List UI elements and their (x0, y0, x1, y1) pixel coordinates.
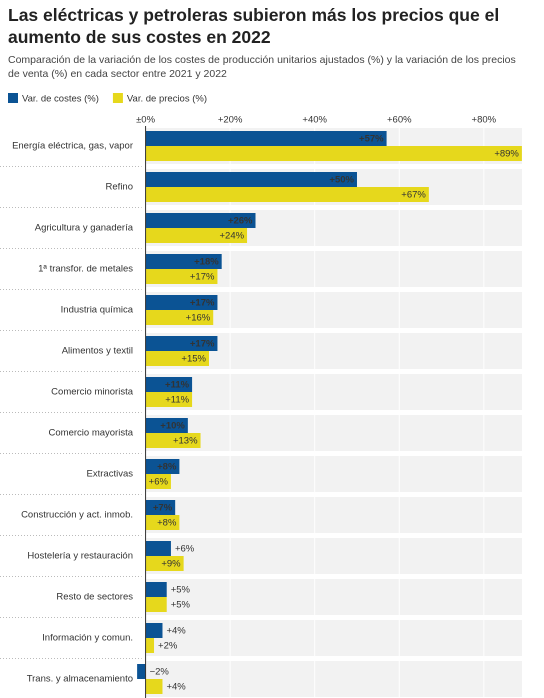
row-band (145, 415, 522, 451)
bar (145, 351, 209, 366)
category-label: Extractivas (87, 469, 134, 480)
bar (145, 269, 218, 284)
category-label: Construcción y act. inmob. (21, 510, 133, 521)
bar (145, 582, 167, 597)
bar (145, 131, 387, 146)
row-band (145, 538, 522, 574)
category-label: Industria química (61, 305, 134, 316)
value-label: +15% (181, 354, 206, 365)
row-band (145, 620, 522, 656)
value-label: +17% (190, 272, 215, 283)
value-label: +8% (157, 518, 177, 529)
value-label: +11% (165, 380, 190, 391)
bar (145, 228, 248, 243)
legend-swatch (8, 93, 18, 103)
value-label: +11% (165, 395, 189, 406)
value-label: +17% (190, 339, 215, 350)
category-label: Trans. y almacenamiento (27, 674, 133, 685)
legend-label: Var. de precios (%) (127, 94, 207, 105)
value-label: +5% (171, 600, 191, 611)
bar (145, 418, 188, 433)
bar (145, 623, 163, 638)
bar (145, 146, 522, 161)
value-label: +16% (186, 313, 211, 324)
value-label: +4% (166, 682, 186, 693)
bar (145, 515, 180, 530)
category-label: Hostelería y restauración (27, 551, 133, 562)
value-label: +24% (219, 231, 244, 242)
legend-swatch (112, 93, 123, 103)
value-label: +89% (494, 149, 519, 160)
bar (145, 433, 201, 448)
bar (145, 187, 429, 202)
bar (145, 597, 167, 612)
x-tick-label: +60% (387, 115, 412, 126)
value-label: +7% (153, 503, 173, 514)
value-label: +4% (166, 626, 186, 637)
category-label: Resto de sectores (56, 592, 133, 603)
bar (145, 336, 218, 351)
row-band (145, 579, 522, 615)
category-label: Alimentos y textil (62, 346, 133, 357)
row-band (145, 497, 522, 533)
x-tick-label: +40% (302, 115, 327, 126)
bar (145, 500, 176, 515)
row-band (145, 456, 522, 492)
chart-subtitle: Comparación de la variación de los coste… (8, 54, 516, 80)
bar (137, 664, 146, 679)
bar (145, 377, 193, 392)
x-tick-label: ±0% (136, 115, 155, 126)
bar (145, 310, 214, 325)
category-label: Comercio mayorista (49, 428, 134, 439)
bar (145, 254, 222, 269)
value-label: +5% (171, 585, 191, 596)
bar (145, 556, 184, 571)
value-label: +18% (194, 257, 219, 268)
category-label: Refino (106, 182, 133, 193)
bar (145, 679, 163, 694)
bar (145, 172, 357, 187)
value-label: +17% (190, 298, 215, 309)
bar (145, 638, 155, 653)
value-label: +8% (157, 462, 177, 473)
row-band (145, 661, 522, 697)
category-label: Información y comun. (42, 633, 133, 644)
value-label: +67% (401, 190, 426, 201)
legend-label: Var. de costes (%) (22, 94, 99, 105)
value-label: +6% (175, 544, 195, 555)
bar (145, 474, 171, 489)
row-band (145, 374, 522, 410)
value-label: −2% (150, 667, 170, 678)
value-label: +6% (149, 477, 169, 488)
value-label: +9% (161, 559, 181, 570)
value-label: +57% (359, 134, 384, 145)
bar (145, 541, 171, 556)
value-label: +50% (329, 175, 354, 186)
bar (145, 459, 180, 474)
value-label: +2% (158, 641, 178, 652)
category-label: Agricultura y ganadería (35, 223, 134, 234)
chart-title: Las eléctricas y petroleras subieron más… (8, 5, 500, 47)
value-label: +26% (228, 216, 253, 227)
category-label: 1ª transfor. de metales (38, 264, 133, 275)
bar (145, 392, 193, 407)
x-tick-label: +20% (218, 115, 243, 126)
bar (145, 295, 218, 310)
value-label: +10% (160, 421, 185, 432)
category-label: Comercio minorista (51, 387, 134, 398)
category-label: Energía eléctrica, gas, vapor (12, 141, 133, 152)
bar (145, 213, 256, 228)
x-tick-label: +80% (472, 115, 497, 126)
value-label: +13% (173, 436, 198, 447)
